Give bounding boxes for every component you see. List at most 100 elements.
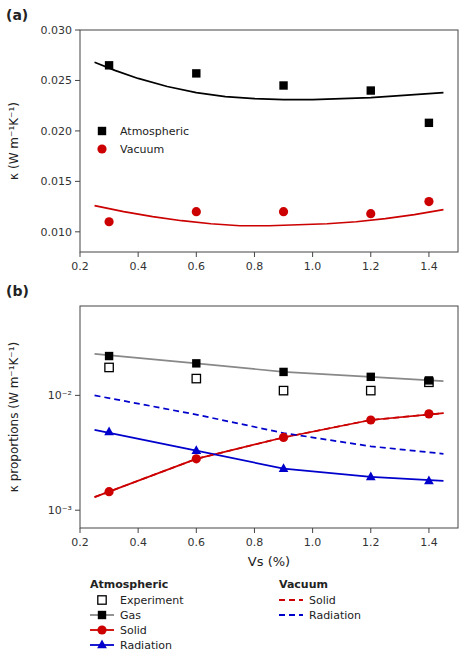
x-tick bbox=[254, 528, 255, 533]
data-point bbox=[279, 386, 287, 394]
panel-title: (a) bbox=[6, 7, 28, 23]
x-tick-label: 0.6 bbox=[188, 536, 206, 549]
figure: (a)0.20.40.60.81.01.21.40.0100.0150.0200… bbox=[0, 0, 474, 667]
data-point bbox=[105, 61, 113, 69]
y-tick bbox=[75, 395, 80, 396]
x-tick bbox=[80, 528, 81, 533]
data-point bbox=[192, 207, 201, 216]
x-tick-label: 0.8 bbox=[246, 260, 264, 273]
data-point bbox=[104, 427, 114, 436]
data-point bbox=[366, 472, 376, 481]
legend-marker bbox=[97, 144, 106, 153]
series-line bbox=[95, 430, 444, 481]
panel: (b)0.20.40.60.81.01.21.410⁻³10⁻²κ propor… bbox=[6, 283, 458, 652]
data-point bbox=[105, 363, 113, 371]
y-axis-label: κ proportions (W m⁻¹K⁻¹) bbox=[7, 342, 21, 492]
data-point bbox=[104, 487, 113, 496]
legend-title: Vacuum bbox=[279, 578, 328, 591]
data-point bbox=[279, 81, 287, 89]
data-point bbox=[367, 86, 375, 94]
legend-title: Atmospheric bbox=[90, 578, 168, 591]
x-tick-label: 0.6 bbox=[188, 260, 206, 273]
series-line bbox=[95, 395, 444, 453]
y-tick-label: 0.025 bbox=[41, 74, 73, 87]
plot-frame bbox=[80, 30, 458, 252]
y-tick-label: 10⁻³ bbox=[48, 504, 72, 517]
series-line bbox=[95, 413, 444, 497]
data-point bbox=[366, 209, 375, 218]
x-tick bbox=[254, 252, 255, 257]
data-point bbox=[424, 197, 433, 206]
data-point bbox=[192, 374, 200, 382]
data-point bbox=[424, 409, 433, 418]
data-point bbox=[367, 386, 375, 394]
x-tick-label: 1.2 bbox=[362, 260, 380, 273]
legend-label: Radiation bbox=[120, 639, 172, 652]
series-line bbox=[95, 413, 444, 497]
x-tick-label: 0.8 bbox=[246, 536, 264, 549]
data-point bbox=[192, 69, 200, 77]
data-layer bbox=[95, 61, 444, 226]
y-tick bbox=[75, 130, 80, 131]
panel-title: (b) bbox=[6, 283, 29, 299]
series-line bbox=[95, 206, 444, 226]
x-tick bbox=[138, 252, 139, 257]
data-point bbox=[424, 475, 434, 484]
legend-marker bbox=[98, 611, 106, 619]
x-tick-label: 0.4 bbox=[129, 260, 147, 273]
legend-label: Atmospheric bbox=[120, 125, 189, 138]
legend: Atmospheric Vacuum bbox=[97, 125, 189, 156]
data-point bbox=[279, 433, 288, 442]
plot-area bbox=[80, 30, 458, 252]
data-point bbox=[191, 445, 201, 454]
data-point bbox=[425, 119, 433, 127]
x-tick-label: 0.4 bbox=[129, 536, 147, 549]
x-tick-label: 0.2 bbox=[71, 260, 89, 273]
data-point bbox=[425, 376, 433, 384]
y-tick-label: 0.010 bbox=[41, 226, 73, 239]
x-tick-label: 1.0 bbox=[304, 536, 322, 549]
legend-label: Gas bbox=[120, 609, 141, 622]
legend-label: Solid bbox=[120, 624, 147, 637]
legend-line bbox=[279, 614, 303, 616]
plot-area bbox=[80, 306, 458, 528]
legend-marker bbox=[98, 127, 106, 135]
x-tick-label: 1.4 bbox=[420, 260, 438, 273]
x-tick bbox=[196, 528, 197, 533]
y-tick bbox=[75, 80, 80, 81]
data-point bbox=[366, 415, 375, 424]
legend-marker bbox=[97, 640, 107, 649]
y-tick-label: 10⁻² bbox=[48, 389, 72, 402]
legend-label: Solid bbox=[309, 594, 336, 607]
legend-label: Vacuum bbox=[120, 143, 164, 156]
data-point bbox=[104, 217, 113, 226]
x-tick bbox=[312, 252, 313, 257]
plot-frame bbox=[80, 306, 458, 528]
data-point bbox=[192, 454, 201, 463]
x-tick bbox=[196, 252, 197, 257]
x-tick bbox=[80, 252, 81, 257]
y-tick bbox=[75, 231, 80, 232]
x-tick-label: 0.2 bbox=[71, 536, 89, 549]
panel: (a)0.20.40.60.81.01.21.40.0100.0150.0200… bbox=[6, 7, 458, 273]
x-tick bbox=[428, 528, 429, 533]
data-point bbox=[279, 207, 288, 216]
x-tick bbox=[138, 528, 139, 533]
series-line bbox=[95, 354, 444, 381]
y-tick bbox=[75, 510, 80, 511]
data-layer bbox=[95, 352, 444, 497]
x-tick-label: 1.2 bbox=[362, 536, 380, 549]
x-tick bbox=[370, 252, 371, 257]
legend-label: Experiment bbox=[120, 594, 184, 607]
x-tick-label: 1.0 bbox=[304, 260, 322, 273]
y-tick-label: 0.030 bbox=[41, 24, 73, 37]
data-point bbox=[279, 463, 289, 472]
x-tick bbox=[370, 528, 371, 533]
legend-marker bbox=[98, 596, 106, 604]
series-line bbox=[95, 62, 444, 99]
data-point bbox=[367, 373, 375, 381]
data-point bbox=[105, 352, 113, 360]
legend: Atmospheric Experiment Gas Solid Radiation Va… bbox=[90, 578, 361, 652]
y-tick bbox=[75, 181, 80, 182]
x-tick bbox=[428, 252, 429, 257]
